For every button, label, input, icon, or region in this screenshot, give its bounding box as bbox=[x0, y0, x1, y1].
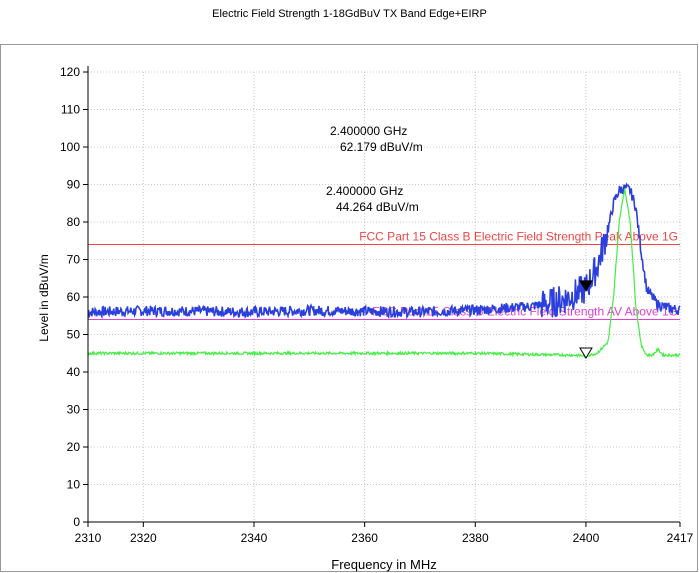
y-tick-label: 100 bbox=[60, 140, 80, 154]
y-axis-label: Level in dBuV/m bbox=[37, 254, 51, 341]
y-tick-label: 30 bbox=[67, 403, 81, 417]
x-axis-label: Frequency in MHz bbox=[331, 557, 436, 572]
marker-frequency-label: 2.400000 GHz bbox=[330, 124, 407, 138]
y-tick-label: 80 bbox=[67, 215, 81, 229]
y-tick-label: 90 bbox=[67, 178, 81, 192]
marker-level-label: 44.264 dBuV/m bbox=[336, 200, 419, 214]
x-tick-label: 2400 bbox=[573, 531, 600, 545]
y-tick-label: 0 bbox=[73, 515, 80, 529]
marker-triangle bbox=[579, 347, 593, 359]
x-tick-label: 2340 bbox=[241, 531, 268, 545]
x-tick-label: 2380 bbox=[462, 531, 489, 545]
y-tick-label: 10 bbox=[67, 478, 81, 492]
marker-frequency-label: 2.400000 GHz bbox=[326, 184, 403, 198]
chart-frame bbox=[0, 44, 698, 572]
marker-level-label: 62.179 dBuV/m bbox=[340, 140, 423, 154]
y-tick-label: 120 bbox=[60, 65, 80, 79]
markers bbox=[579, 280, 593, 359]
y-tick-label: 40 bbox=[67, 365, 81, 379]
y-tick-label: 60 bbox=[67, 290, 81, 304]
annotations: 2.400000 GHz 62.179 dBuV/m 2.400000 GHz 44.… bbox=[326, 124, 423, 214]
chart-title: Electric Field Strength 1-18GdBuV TX Ban… bbox=[212, 8, 487, 20]
x-tick-label: 2360 bbox=[351, 531, 378, 545]
y-tick-label: 110 bbox=[61, 103, 80, 117]
x-tick-label: 2417 bbox=[667, 531, 694, 545]
series-layer bbox=[87, 182, 681, 359]
series-line bbox=[87, 182, 681, 320]
axes: 0 10 20 30 40 50 60 70 80 90 100 110 120 2310 2320 2340… bbox=[60, 65, 694, 545]
y-tick-label: 70 bbox=[67, 253, 81, 267]
marker-triangle bbox=[579, 280, 593, 292]
y-tick-label: 20 bbox=[67, 440, 81, 454]
x-tick-label: 2320 bbox=[130, 531, 157, 545]
y-tick-label: 50 bbox=[67, 328, 81, 342]
limit-line-label: FCC Part 15 Class B Electric Field Stren… bbox=[359, 230, 678, 244]
x-tick-label: 2310 bbox=[75, 531, 102, 545]
limit-lines: FCC Part 15 Class B Electric Field Stren… bbox=[88, 230, 680, 320]
series-line bbox=[87, 188, 681, 359]
